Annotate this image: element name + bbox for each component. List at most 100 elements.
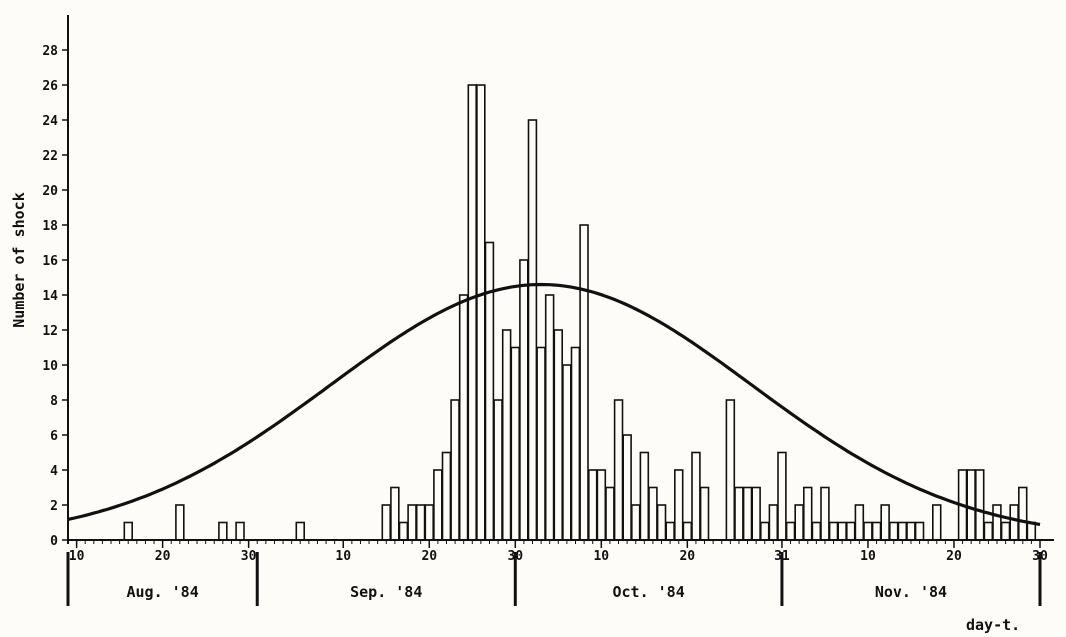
bar [519,259,529,541]
bar [871,521,882,541]
x-tick-label: 30 [241,549,257,564]
bar [888,521,899,541]
month-label: Nov. '84 [875,583,947,601]
bar [751,486,761,541]
y-tick-label: 4 [50,464,58,479]
y-tick-label: 26 [42,79,58,94]
bar [983,521,994,541]
bars-layer [123,84,1037,541]
x-tick-label: 20 [679,549,695,564]
y-axis-title: Number of shock [10,192,28,327]
bar [441,451,452,541]
y-tick-label: 2 [50,499,58,514]
bar [1000,521,1011,541]
bar [665,521,675,541]
bar [880,504,890,541]
y-tick-label: 28 [42,44,58,59]
bar [424,504,434,541]
y-tick-label: 20 [42,184,58,199]
bar [1009,504,1019,541]
y-tick-label: 8 [50,394,58,409]
month-labels: Aug. '84 Sep. '84 Oct. '84 Nov. '84 [66,552,1042,606]
x-tick-label: 20 [155,549,171,564]
month-label: Oct. '84 [612,583,684,601]
bar [476,84,486,541]
bar [235,521,245,541]
y-tick-label: 18 [42,219,58,234]
bar [837,521,847,541]
x-tick-label: 20 [946,549,962,564]
bar [931,504,942,541]
bar [123,521,134,541]
bar [656,504,667,541]
bar [587,469,598,541]
bar [639,451,650,541]
month-label: Sep. '84 [350,583,422,601]
bar [218,521,228,541]
bar [553,329,563,541]
bar [622,434,632,541]
y-tick-label: 22 [42,149,58,164]
bar [648,486,658,541]
bar [802,486,813,541]
bar [398,521,409,541]
bar [605,486,615,541]
y-tick-label: 12 [42,324,58,339]
bar [458,294,469,541]
bar [493,399,503,541]
x-axis-title: day-t. [966,616,1020,634]
bar [544,294,555,541]
bar [596,469,607,541]
y-tick-label: 14 [42,289,58,304]
bar [777,451,787,541]
bar [785,521,796,541]
bar [811,521,822,541]
bar [630,504,641,541]
bar [768,504,779,541]
y-tick-label: 16 [42,254,58,269]
y-tick-label: 0 [50,534,58,549]
x-tick-label: 20 [421,549,437,564]
bar [1026,521,1037,541]
bar [845,521,856,541]
bar [906,521,916,541]
bar [613,399,624,541]
bar [914,521,925,541]
bar [854,504,865,541]
bar [742,486,753,541]
bar [295,521,305,541]
y-tick-label: 24 [42,114,58,129]
bar [974,469,985,541]
x-ticks: 102030102030102031102030 [67,540,1048,564]
bar [966,469,976,541]
bar [734,486,744,541]
bar [579,224,589,541]
bar [390,486,400,541]
y-tick-label: 6 [50,429,58,444]
bar [699,486,710,541]
bar [682,521,693,541]
x-tick-label: 10 [860,549,876,564]
bar [897,521,908,541]
bar [415,504,426,541]
fitted-curve [67,282,1041,527]
x-tick-label: 10 [593,549,609,564]
bar [863,521,873,541]
bar [484,241,495,541]
bar [828,521,839,541]
bar [407,504,417,541]
month-label: Aug. '84 [126,583,198,601]
bar [794,504,804,541]
y-tick-label: 10 [42,359,58,374]
bar [175,504,185,541]
bar [673,469,684,541]
x-tick-label: 10 [69,549,85,564]
bar [570,346,581,541]
bar [381,504,391,541]
bar [510,346,520,541]
bar [759,521,770,541]
bar [725,399,736,541]
bar [1017,486,1028,541]
